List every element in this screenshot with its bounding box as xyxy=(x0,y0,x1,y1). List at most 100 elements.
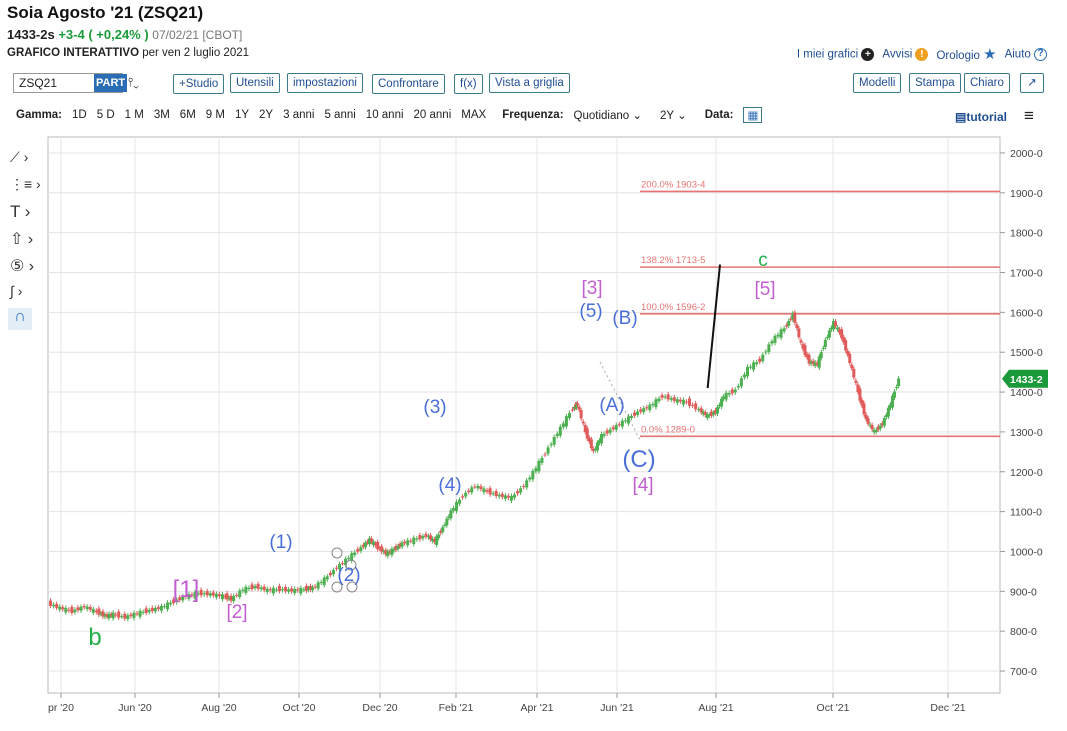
candle-body xyxy=(347,557,351,560)
range-3y[interactable]: 3 anni xyxy=(283,109,315,121)
candle-body xyxy=(162,606,166,608)
range-10y[interactable]: 10 anni xyxy=(365,109,404,121)
text-tool-icon[interactable]: T › xyxy=(10,202,31,221)
candle-body xyxy=(795,324,799,328)
models-button[interactable]: Modelli xyxy=(853,73,902,93)
candle-body xyxy=(720,398,724,407)
candle-body xyxy=(782,328,786,332)
menu-icon[interactable]: ≡ xyxy=(1024,106,1034,125)
candle-body xyxy=(595,442,599,451)
y-tick-label: 800-0 xyxy=(1010,626,1037,638)
candle-body xyxy=(534,468,538,472)
frequency-select[interactable]: Quotidiano ⌄ xyxy=(574,108,642,122)
alerts-link[interactable]: Avvisi ! xyxy=(882,47,929,61)
candle-body xyxy=(787,320,791,326)
range-3m[interactable]: 3M xyxy=(153,109,170,121)
candle-body xyxy=(441,527,445,532)
star-icon: ★ xyxy=(983,46,997,63)
range-max[interactable]: MAX xyxy=(461,109,487,121)
candle-body xyxy=(103,615,107,617)
magnet-icon[interactable]: ∩ xyxy=(8,308,32,330)
fx-button[interactable]: f(x) xyxy=(454,74,483,94)
candle-body xyxy=(666,394,670,400)
range-1m[interactable]: 1 M xyxy=(124,109,144,121)
clock-link[interactable]: Orologio ★ xyxy=(936,45,996,63)
calendar-icon[interactable]: ▦ xyxy=(743,107,763,123)
last-price-label: 1433-2 xyxy=(1010,374,1043,386)
wave-label: (4) xyxy=(438,475,461,496)
x-tick-label: Oct '21 xyxy=(817,702,850,714)
candle-body xyxy=(519,488,523,493)
candle-body xyxy=(129,614,133,617)
candle-body xyxy=(61,607,65,610)
compare-button[interactable]: Confrontare xyxy=(372,74,445,94)
fib-level-label: 200.0% 1903-4 xyxy=(641,179,705,190)
candle-body xyxy=(244,586,248,593)
candle-body xyxy=(223,596,227,598)
candle-body xyxy=(876,426,880,430)
wave-count-tool-icon[interactable]: ⑤ › xyxy=(10,258,35,275)
candle-body xyxy=(150,607,154,611)
light-button[interactable]: Chiaro xyxy=(964,73,1010,93)
period-select[interactable]: 2Y ⌄ xyxy=(660,108,687,122)
candle-body xyxy=(531,470,535,480)
candle-body xyxy=(296,589,300,591)
candle-body xyxy=(614,425,618,430)
candle-body xyxy=(370,538,374,542)
candle-body xyxy=(555,433,559,437)
studio-button[interactable]: +Studio xyxy=(173,74,225,94)
candle-body xyxy=(311,587,315,591)
candle-body xyxy=(384,550,388,555)
range-2y[interactable]: 2Y xyxy=(259,109,274,121)
candle-body xyxy=(593,448,597,451)
candle-body xyxy=(736,385,740,388)
part-badge[interactable]: PART xyxy=(94,74,128,92)
range-5d[interactable]: 5 D xyxy=(96,109,115,121)
candle-body xyxy=(443,524,447,526)
help-link[interactable]: Aiuto ? xyxy=(1005,47,1047,61)
candle-body xyxy=(862,403,866,415)
wave-label: c xyxy=(758,250,768,271)
line-tool-icon[interactable]: ⟋ › xyxy=(10,149,29,165)
range-1d[interactable]: 1D xyxy=(72,109,87,121)
arrow-tool-icon[interactable]: ⇧ › xyxy=(10,231,34,248)
tutorial-link[interactable]: ▤tutorial xyxy=(955,110,1007,124)
candle-body xyxy=(805,354,809,358)
candle-body xyxy=(522,486,526,488)
candle-body xyxy=(259,587,263,590)
range-1y[interactable]: 1Y xyxy=(234,109,250,121)
range-5y[interactable]: 5 anni xyxy=(324,109,356,121)
candle-body xyxy=(265,588,269,592)
range-6m[interactable]: 6M xyxy=(179,109,196,121)
wave-label: [3] xyxy=(581,278,602,299)
settings-button[interactable]: impostazioni xyxy=(287,73,363,93)
candle-body xyxy=(561,423,565,428)
candle-body xyxy=(882,418,886,426)
range-bar: Gamma: 1D 5 D 1 M 3M 6M 9 M 1Y 2Y 3 anni… xyxy=(16,107,763,123)
wave-label: (A) xyxy=(599,395,624,416)
tools-button[interactable]: Utensili xyxy=(230,73,280,93)
candle-body xyxy=(767,344,771,352)
range-9m[interactable]: 9 M xyxy=(205,109,225,121)
candle-body xyxy=(208,593,212,596)
candle-body xyxy=(886,407,890,417)
expand-icon[interactable]: ↗ xyxy=(1020,73,1044,93)
candle-body xyxy=(713,410,717,414)
subtitle-date: per ven 2 luglio 2021 xyxy=(139,47,249,59)
candle-body xyxy=(701,411,705,415)
curve-tool-icon[interactable]: ∫ › xyxy=(10,283,23,299)
chart-type-icon[interactable]: ⫯⌄ xyxy=(128,75,139,89)
print-button[interactable]: Stampa xyxy=(909,73,961,93)
candle-body xyxy=(415,538,419,540)
frequency-value: Quotidiano xyxy=(573,110,630,122)
y-tick-label: 1000-0 xyxy=(1010,546,1043,558)
grid-view-button[interactable]: Vista a griglia xyxy=(489,73,570,93)
candle-body xyxy=(657,398,661,402)
candle-body xyxy=(642,408,646,413)
fib-tool-icon[interactable]: ⋮≡ › xyxy=(10,176,41,192)
my-charts-link[interactable]: I miei grafici + xyxy=(797,47,875,61)
candle-body xyxy=(99,613,103,615)
wave-label: (1) xyxy=(269,532,292,553)
range-20y[interactable]: 20 anni xyxy=(413,109,452,121)
